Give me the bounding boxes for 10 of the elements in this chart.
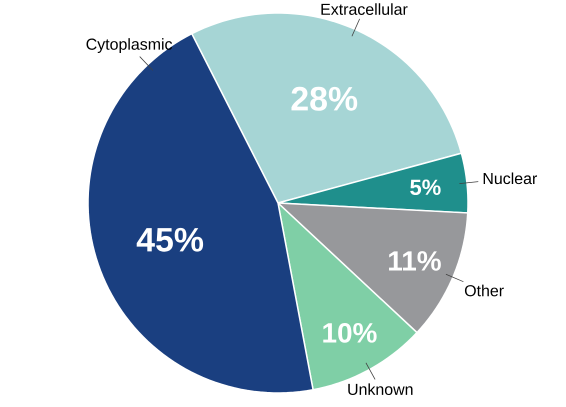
data-label: 11% [389, 251, 441, 271]
slice-label: Extracellular [321, 3, 408, 15]
slice-label: Unknown [348, 383, 412, 396]
slice-label: Other [464, 284, 504, 296]
data-label: 10% [323, 322, 377, 343]
data-label: 5% [410, 180, 441, 196]
data-label: 45% [136, 228, 204, 252]
slice-label: Nuclear [484, 172, 538, 184]
slice-label: Cytoplasmic [86, 38, 172, 53]
data-label: 28% [291, 86, 358, 111]
